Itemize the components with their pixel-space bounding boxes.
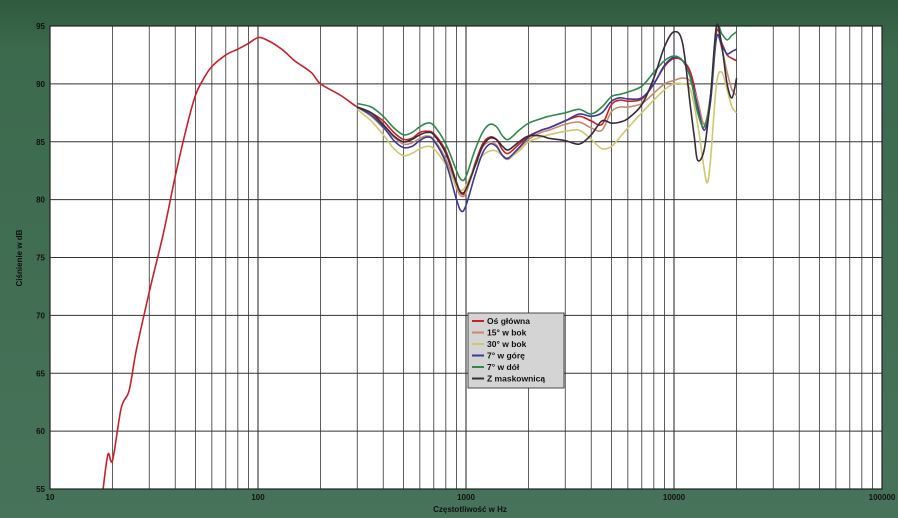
x-tick-label: 100 bbox=[251, 493, 265, 502]
series-line bbox=[356, 23, 738, 194]
y-tick-label: 90 bbox=[36, 80, 45, 89]
series-line bbox=[357, 23, 738, 182]
grid bbox=[50, 26, 882, 489]
y-tick-label: 55 bbox=[36, 485, 45, 494]
x-tick-label: 100000 bbox=[869, 493, 896, 502]
x-tick-label: 1000 bbox=[457, 493, 475, 502]
y-axis-title: Ciśnienie w dB bbox=[15, 229, 24, 286]
x-axis-ticks: 10 100 1000 10000 100000 bbox=[46, 493, 896, 502]
y-tick-label: 60 bbox=[36, 427, 45, 436]
y-tick-label: 80 bbox=[36, 196, 45, 205]
legend-label: Oś główna bbox=[487, 316, 530, 326]
series-line bbox=[356, 70, 738, 192]
series-line bbox=[356, 33, 737, 213]
x-tick-label: 10000 bbox=[663, 493, 686, 502]
plot-border bbox=[49, 25, 883, 490]
y-tick-label: 65 bbox=[36, 369, 45, 378]
series-line bbox=[356, 34, 738, 198]
legend-label: Z maskownicą bbox=[487, 374, 545, 384]
legend-box bbox=[467, 312, 565, 389]
legend-label: 30° w bok bbox=[487, 339, 527, 349]
legend-label: 15° w bok bbox=[487, 328, 527, 338]
x-tick-label: 10 bbox=[46, 493, 55, 502]
y-axis-ticks: 55 60 65 70 75 80 85 90 95 bbox=[36, 22, 45, 494]
y-tick-label: 70 bbox=[36, 311, 45, 320]
y-tick-label: 95 bbox=[36, 22, 45, 31]
legend-label: 7° w dół bbox=[487, 362, 520, 372]
y-tick-label: 85 bbox=[36, 138, 45, 147]
x-axis-title: Częstotliwość w Hz bbox=[433, 505, 507, 514]
legend-label: 7° w górę bbox=[487, 351, 525, 361]
y-tick-label: 75 bbox=[36, 254, 45, 263]
series-lines bbox=[102, 23, 738, 490]
